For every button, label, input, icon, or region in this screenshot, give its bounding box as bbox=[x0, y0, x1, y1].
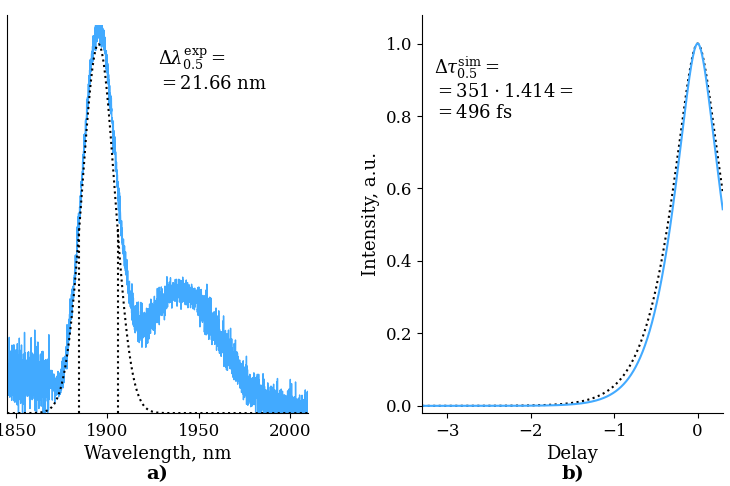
X-axis label: Wavelength, nm: Wavelength, nm bbox=[84, 445, 231, 463]
Text: b): b) bbox=[561, 465, 584, 483]
X-axis label: Delay: Delay bbox=[547, 445, 599, 463]
Y-axis label: Intensity, a.u.: Intensity, a.u. bbox=[362, 152, 380, 276]
Text: $\Delta\tau_{0.5}^{\mathrm{sim}}=$
$=351\cdot1.414=$
$=496$ fs: $\Delta\tau_{0.5}^{\mathrm{sim}}=$ $=351… bbox=[434, 54, 574, 122]
Text: $\Delta\lambda_{0.5}^{\mathrm{exp}}=$
$=21.66$ nm: $\Delta\lambda_{0.5}^{\mathrm{exp}}=$ $=… bbox=[158, 47, 266, 93]
Text: a): a) bbox=[147, 465, 169, 483]
